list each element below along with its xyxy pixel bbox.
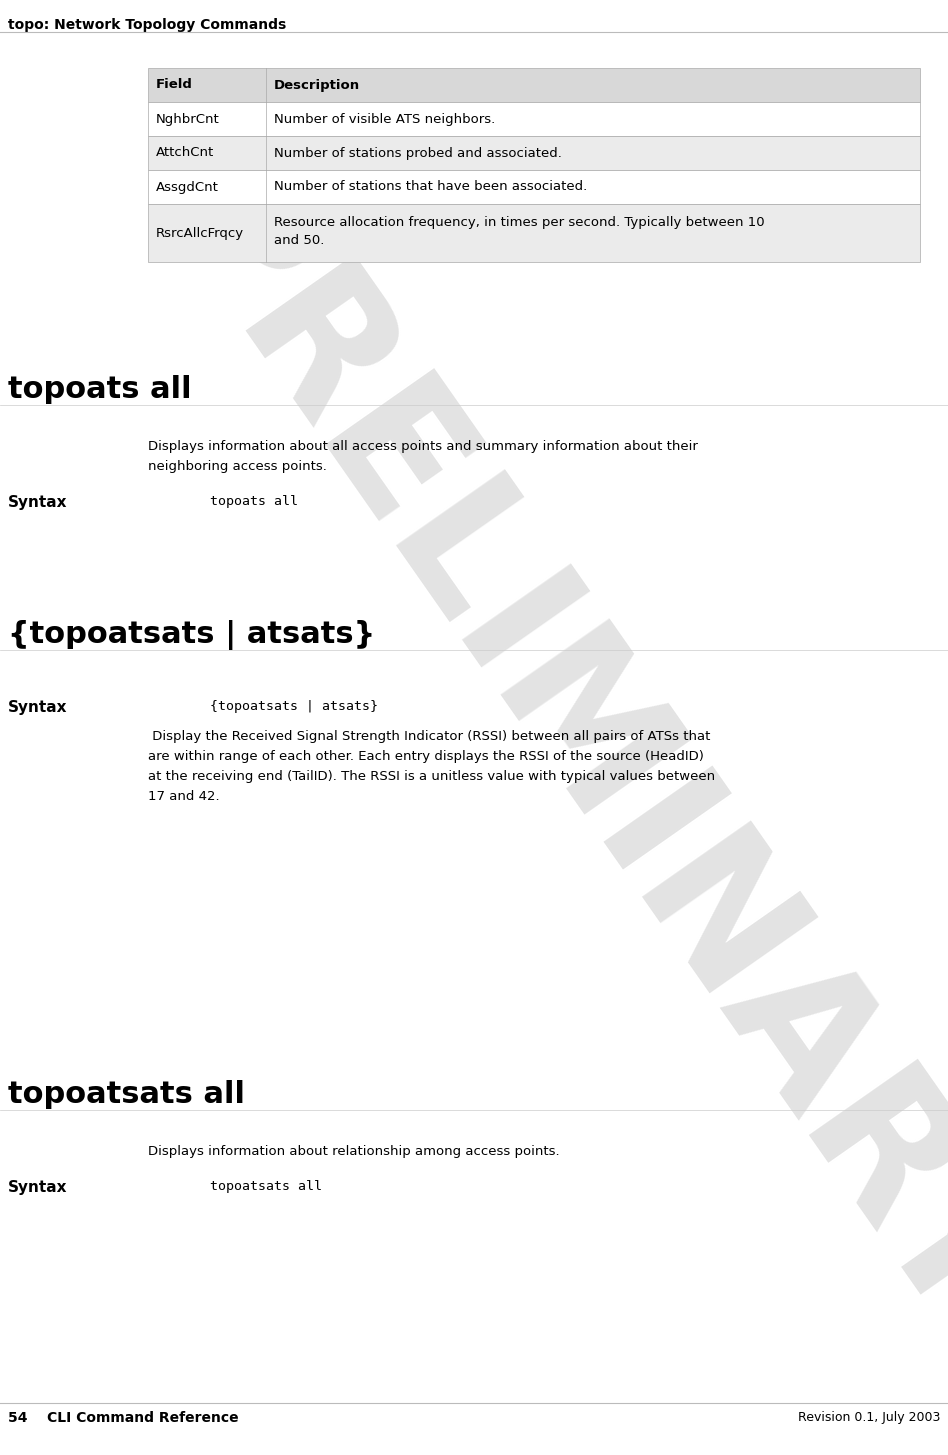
Text: NghbrCnt: NghbrCnt [156, 112, 220, 125]
Text: {topoatsats | atsats}: {topoatsats | atsats} [8, 620, 375, 650]
Text: Display the Received Signal Strength Indicator (RSSI) between all pairs of ATSs : Display the Received Signal Strength Ind… [148, 730, 710, 744]
Text: AttchCnt: AttchCnt [156, 147, 214, 160]
Text: Field: Field [156, 79, 192, 92]
Text: Displays information about all access points and summary information about their: Displays information about all access po… [148, 439, 698, 453]
Text: 17 and 42.: 17 and 42. [148, 790, 220, 803]
Text: topoatsats all: topoatsats all [210, 1180, 322, 1193]
Text: topo: Network Topology Commands: topo: Network Topology Commands [8, 17, 286, 32]
Text: Number of stations probed and associated.: Number of stations probed and associated… [274, 147, 562, 160]
Bar [148, 68, 920, 102]
Text: topoatsats all: topoatsats all [8, 1080, 245, 1109]
Text: Revision 0.1, July 2003: Revision 0.1, July 2003 [797, 1411, 940, 1424]
Text: topoats all: topoats all [8, 375, 191, 404]
Text: Number of visible ATS neighbors.: Number of visible ATS neighbors. [274, 112, 495, 125]
Text: AssgdCnt: AssgdCnt [156, 180, 219, 194]
Bar [148, 102, 920, 135]
Text: at the receiving end (TailID). The RSSI is a unitless value with typical values : at the receiving end (TailID). The RSSI … [148, 770, 715, 783]
Bar [148, 170, 920, 204]
Text: Syntax: Syntax [8, 1180, 67, 1195]
Text: Syntax: Syntax [8, 495, 67, 511]
Text: and 50.: and 50. [274, 234, 324, 247]
Text: Description: Description [274, 79, 360, 92]
Text: Displays information about relationship among access points.: Displays information about relationship … [148, 1145, 559, 1158]
Text: Resource allocation frequency, in times per second. Typically between 10: Resource allocation frequency, in times … [274, 215, 765, 228]
Text: 54    CLI Command Reference: 54 CLI Command Reference [8, 1411, 239, 1424]
Text: are within range of each other. Each entry displays the RSSI of the source (Head: are within range of each other. Each ent… [148, 749, 703, 762]
Text: Syntax: Syntax [8, 700, 67, 714]
Text: {topoatsats | atsats}: {topoatsats | atsats} [210, 700, 378, 713]
Text: topoats all: topoats all [210, 495, 298, 508]
Text: RsrcAllcFrqcy: RsrcAllcFrqcy [156, 227, 245, 240]
Bar [148, 204, 920, 262]
Bar [148, 135, 920, 170]
Text: neighboring access points.: neighboring access points. [148, 460, 327, 473]
Text: PRELIMINARY: PRELIMINARY [121, 143, 948, 1371]
Text: Number of stations that have been associated.: Number of stations that have been associ… [274, 180, 587, 194]
